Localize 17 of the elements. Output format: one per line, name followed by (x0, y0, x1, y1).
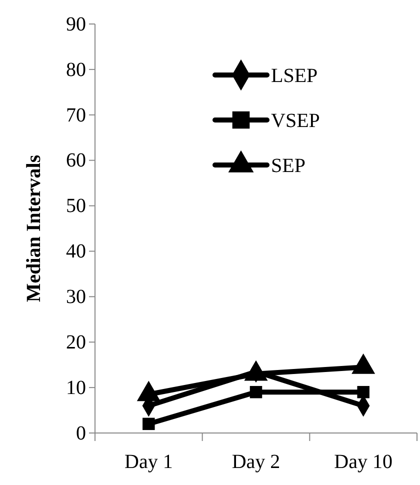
y-tick-label: 10 (66, 376, 86, 399)
x-tick-label: Day 2 (232, 451, 280, 473)
y-axis-title: Median Intervals (23, 154, 45, 302)
y-tick-label: 0 (76, 422, 86, 444)
y-tick-label: 50 (66, 195, 86, 218)
y-tick-label: 90 (66, 13, 86, 36)
y-tick-label: 80 (66, 58, 86, 81)
y-tick-label: 60 (66, 150, 86, 172)
x-tick-label: Day 1 (124, 451, 173, 473)
legend-label: LSEP (271, 65, 318, 87)
y-tick-label: 20 (66, 332, 86, 354)
x-tick-label: Day 10 (334, 451, 392, 473)
y-tick-label: 70 (66, 104, 86, 126)
y-tick-label: 40 (66, 240, 86, 263)
legend-label: VSEP (271, 110, 320, 132)
y-tick-label: 30 (66, 286, 86, 308)
legend-label: SEP (271, 155, 306, 177)
